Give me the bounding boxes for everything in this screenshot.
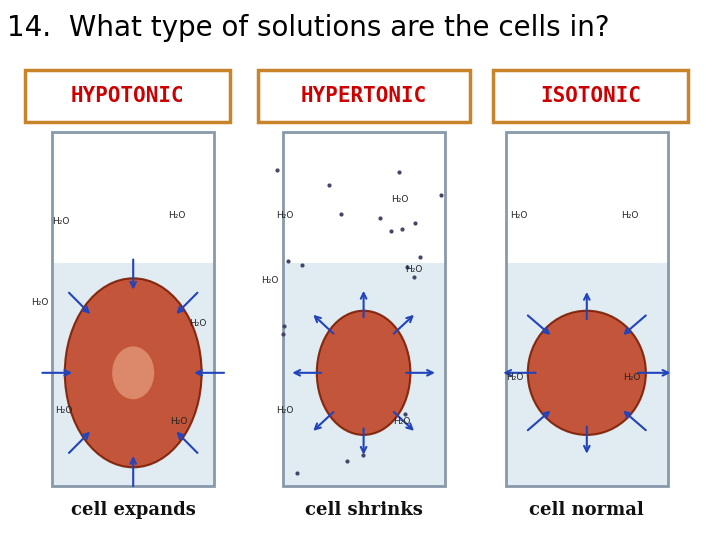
FancyBboxPatch shape <box>52 263 215 486</box>
Text: ISOTONIC: ISOTONIC <box>540 86 641 106</box>
Ellipse shape <box>112 346 155 400</box>
Text: H₂O: H₂O <box>624 374 641 382</box>
Text: H₂O: H₂O <box>55 406 72 415</box>
Text: 14.  What type of solutions are the cells in?: 14. What type of solutions are the cells… <box>7 14 610 42</box>
FancyBboxPatch shape <box>283 263 445 486</box>
Text: H₂O: H₂O <box>168 212 185 220</box>
Text: H₂O: H₂O <box>276 406 293 415</box>
Ellipse shape <box>528 310 646 435</box>
Text: H₂O: H₂O <box>506 374 523 382</box>
Text: HYPOTONIC: HYPOTONIC <box>71 86 184 106</box>
Text: H₂O: H₂O <box>31 298 48 307</box>
Text: H₂O: H₂O <box>261 276 279 285</box>
Text: cell shrinks: cell shrinks <box>305 501 423 519</box>
Text: H₂O: H₂O <box>53 217 70 226</box>
FancyBboxPatch shape <box>493 70 688 122</box>
Text: H₂O: H₂O <box>510 212 527 220</box>
FancyBboxPatch shape <box>56 135 210 263</box>
Text: H₂O: H₂O <box>391 195 408 204</box>
Text: H₂O: H₂O <box>189 320 207 328</box>
FancyBboxPatch shape <box>505 263 668 486</box>
Text: cell normal: cell normal <box>529 501 644 519</box>
Ellipse shape <box>65 278 202 467</box>
Text: HYPERTONIC: HYPERTONIC <box>301 86 427 106</box>
Text: H₂O: H₂O <box>393 417 410 426</box>
Text: cell expands: cell expands <box>71 501 196 519</box>
Text: H₂O: H₂O <box>170 417 187 426</box>
Text: H₂O: H₂O <box>405 266 423 274</box>
FancyBboxPatch shape <box>25 70 230 122</box>
FancyBboxPatch shape <box>287 135 441 263</box>
Ellipse shape <box>317 310 410 435</box>
FancyBboxPatch shape <box>258 70 470 122</box>
FancyBboxPatch shape <box>509 135 664 263</box>
Text: H₂O: H₂O <box>276 212 293 220</box>
Text: H₂O: H₂O <box>621 212 639 220</box>
